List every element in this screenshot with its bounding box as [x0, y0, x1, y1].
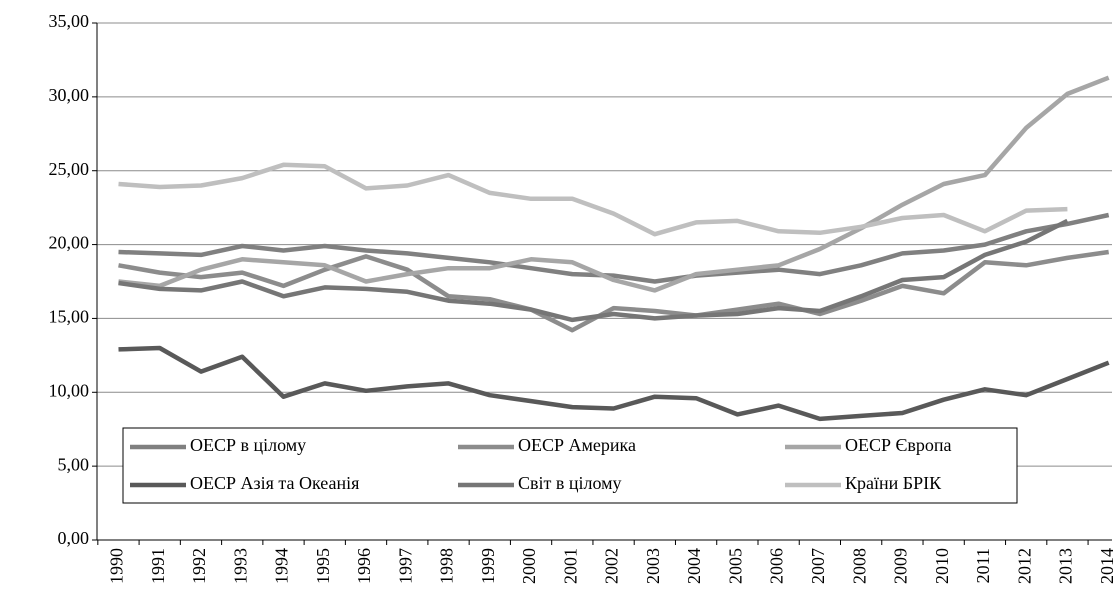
series-line: [118, 218, 1069, 323]
x-tick-label: 2001: [560, 548, 580, 584]
x-tick-label: 2003: [643, 548, 663, 584]
x-tick-label: 2010: [932, 548, 952, 584]
x-tick-label: 2008: [849, 548, 869, 584]
x-tick-label: 1991: [148, 548, 168, 584]
x-tick-label: 1996: [354, 548, 374, 584]
legend-label: Країни БРІК: [845, 473, 942, 493]
x-tick-label: 1990: [107, 548, 127, 584]
legend-label: ОЕСР в цілому: [190, 435, 306, 455]
y-tick-label: 30,00: [49, 85, 90, 105]
series-line: [118, 345, 1110, 422]
x-tick-label: 2006: [767, 548, 787, 584]
y-tick-label: 0,00: [58, 528, 90, 548]
x-tick-label: 1999: [478, 548, 498, 584]
y-tick-label: 35,00: [49, 11, 90, 31]
legend-label: ОЕСР Азія та Океанія: [190, 473, 359, 493]
x-tick-label: 1995: [313, 548, 333, 584]
x-tick-label: 1993: [230, 548, 250, 584]
series-line: [118, 249, 1110, 333]
x-tick-label: 2007: [808, 548, 828, 584]
legend: ОЕСР в цілому ОЕСР Америка ОЕСР Європа ОЕСР…: [122, 427, 1018, 504]
x-tick-label: 2000: [519, 548, 539, 584]
x-tick-label: 2011: [973, 548, 993, 583]
x-tick-label: 2005: [725, 548, 745, 584]
series-line: [118, 162, 1068, 237]
x-tick-label: 1997: [395, 548, 415, 584]
x-tick-label: 2002: [602, 548, 622, 584]
x-tick-label: 2004: [684, 548, 704, 584]
x-tick-label: 1994: [272, 548, 292, 584]
legend-label: Світ в цілому: [518, 473, 622, 493]
x-tick-label: 1992: [189, 548, 209, 584]
x-tick-label: 2012: [1014, 548, 1034, 584]
series-line: [118, 212, 1110, 284]
y-tick-label: 20,00: [49, 233, 90, 253]
y-tick-label: 10,00: [49, 380, 90, 400]
x-tick-label: 2009: [891, 548, 911, 584]
legend-box: [122, 427, 1018, 504]
legend-label: ОЕСР Америка: [518, 435, 636, 455]
y-tick-label: 25,00: [49, 159, 90, 179]
x-tick-label: 1998: [437, 548, 457, 584]
y-tick-label: 5,00: [58, 454, 90, 474]
x-tick-label: 2014: [1097, 548, 1113, 584]
legend-label: ОЕСР Європа: [845, 435, 952, 455]
series-line: [118, 75, 1110, 293]
y-tick-label: 15,00: [49, 307, 90, 327]
x-tick-label: 2013: [1056, 548, 1076, 584]
